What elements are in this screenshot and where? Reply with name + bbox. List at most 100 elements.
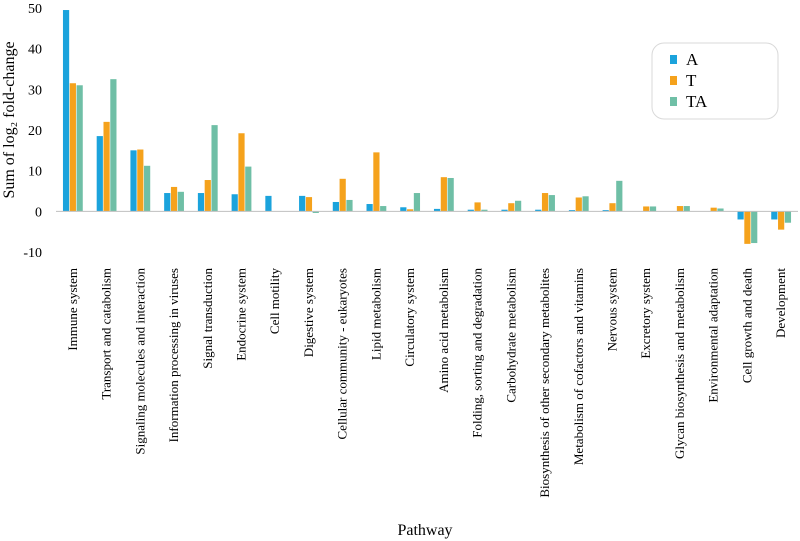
bar-t [204,180,211,212]
bar-ta [649,206,657,212]
bar-ta [211,125,218,212]
bar-t [744,211,751,244]
bar-ta [784,211,792,223]
bar-ta [177,191,184,212]
x-tick-label: Cellular community - eukaryotes [335,268,350,439]
x-tick-label: Environmental adaptation [706,268,721,403]
bar-ta [110,79,117,212]
y-tick-label: 10 [28,165,42,180]
bar-ta [717,208,724,212]
bar-a [737,211,744,220]
x-tick-label: Transport and catabolism [99,268,114,400]
bar-ta [413,193,421,212]
bar-ta [616,180,623,212]
legend-swatch-ta [670,97,677,106]
bar-t [137,149,144,212]
bar-ta [683,206,690,212]
legend: AT TA [651,42,779,120]
x-tick-label: Signal transduction [200,268,215,369]
y-tick-label: 40 [28,43,42,58]
bar-a [265,195,272,212]
bar-t [170,186,178,212]
bar-ta [380,206,387,212]
x-tick-label: Lipid metabolism [368,268,383,360]
bar-a [366,204,373,212]
x-axis: Immune system Transport and catabolism Sig… [56,210,798,498]
bar-t [778,211,785,230]
bar-ta [548,195,555,212]
legend-swatch-t [670,76,677,85]
legend-label-t: T [686,71,697,90]
legend-label-a: A [686,50,699,69]
x-tick-label: Metabolism of cofactors and vitamins [571,268,586,465]
x-tick-label: Immune system [65,268,80,351]
bar-t [541,193,549,212]
x-tick-label: Amino acid metabolism [436,268,451,393]
bar-a [467,209,474,212]
bar-ta [76,85,83,212]
bar-ta [751,211,758,244]
bar-t [609,203,616,212]
x-tick-label: Folding, sorting and degradation [470,268,485,438]
x-tick-label: Signaling molecules and interaction [132,268,147,455]
bar-a [535,209,542,212]
bar-a [400,207,407,212]
y-axis-title: Sum of log₂ fold-change [1,41,18,198]
bar-t [643,206,650,212]
x-axis-title: Pathway [397,522,452,539]
bar-t [474,202,481,212]
x-tick-label: Excretory system [638,268,653,359]
bar-t [676,206,684,212]
bar-a [96,136,103,212]
bar-a [231,194,238,212]
plot-area [62,10,792,244]
y-tick-label: 30 [28,83,42,98]
bar-t [508,203,515,212]
bar-t [440,177,447,212]
y-tick-label: 0 [35,205,42,220]
bar-ta [481,209,488,212]
x-tick-label: Biosynthesis of other secondary metaboli… [537,268,552,498]
legend-label-ta: TA [686,92,708,111]
bar-a [62,10,70,212]
bar-t [305,197,313,212]
bar-a [568,210,576,212]
bar-t [373,152,380,212]
bar-ta [346,199,353,212]
x-tick-label: Nervous system [605,268,620,351]
x-tick-label: Glycan biosynthesis and metabolism [672,268,687,459]
x-tick-label: Cell growth and death [739,268,754,384]
bar-t [339,178,346,212]
y-axis: -10 0 10 20 30 40 50 [23,2,42,261]
legend-swatch-a [670,55,677,64]
bar-ta [245,166,252,212]
bar-t [710,207,717,212]
x-tick-label: Carbohydrate metabolism [503,268,518,403]
bar-t [69,83,76,212]
y-tick-label: -10 [23,246,42,261]
bar-t [238,133,245,212]
bar-ta [582,196,589,212]
bar-a [602,210,609,212]
bar-a [332,201,339,212]
bar-ta [144,165,151,212]
y-tick-label: 20 [28,124,42,139]
bar-a [197,193,205,212]
legend-box [651,42,779,120]
bar-ta [447,177,454,212]
x-tick-label: Cell motility [267,268,282,335]
bar-t [407,209,414,212]
bar-a [433,208,441,212]
bar-t [103,121,110,212]
x-tick-label: Digestive system [301,268,316,357]
bar-a [771,211,778,220]
x-tick-label: Information processing in viruses [166,268,181,442]
x-tick-label: Development [773,268,788,338]
bar-ta [312,211,319,213]
bar-a [164,193,171,212]
y-tick-label: 50 [28,2,42,17]
bar-a [501,209,508,212]
bar-t [575,197,582,212]
bar-ta [515,200,522,212]
